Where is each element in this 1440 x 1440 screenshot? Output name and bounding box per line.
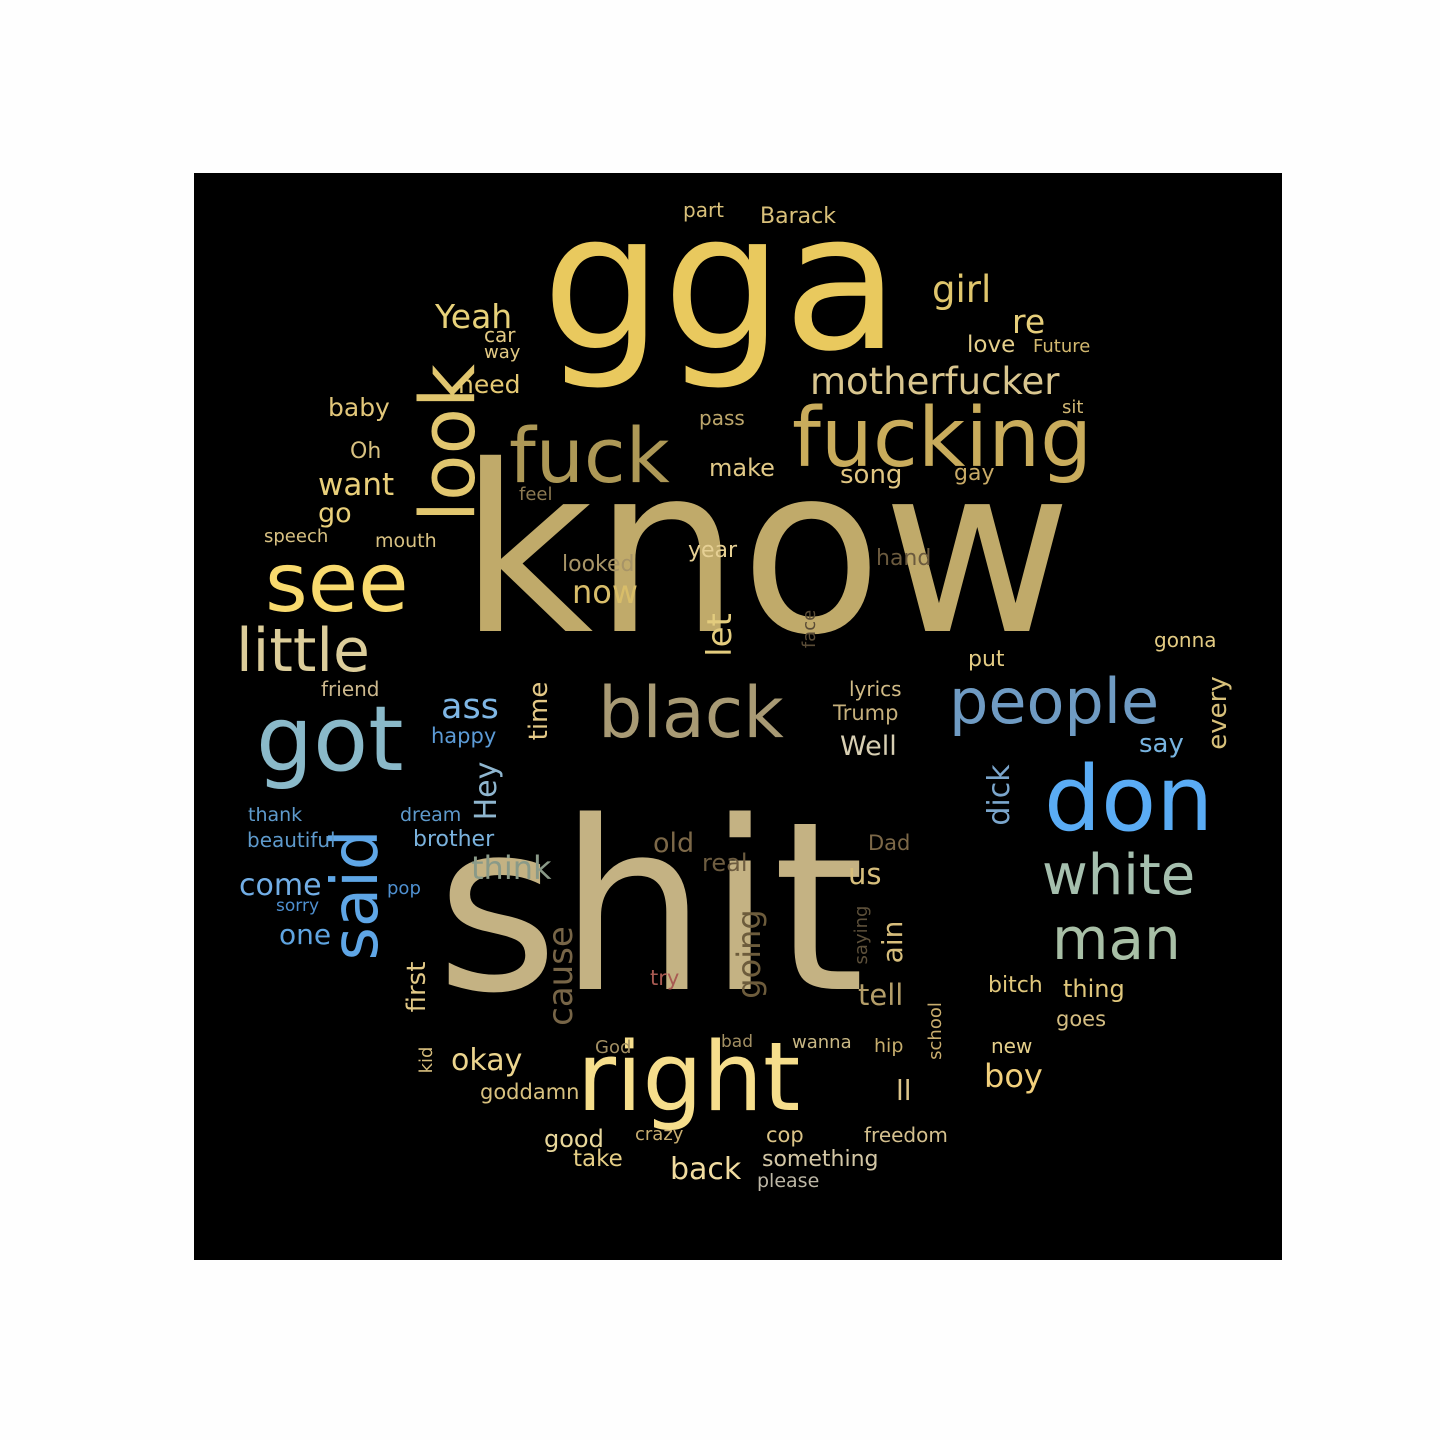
word-Well: Well bbox=[840, 731, 897, 762]
word-cause: cause bbox=[541, 926, 581, 1026]
word-gonna: gonna bbox=[1154, 628, 1217, 652]
word-say: say bbox=[1139, 729, 1184, 759]
word-every: every bbox=[1203, 676, 1233, 750]
word-dream: dream bbox=[400, 804, 462, 826]
word-think: think bbox=[471, 849, 552, 887]
word-thank: thank bbox=[248, 804, 303, 826]
word-little: little bbox=[236, 616, 370, 686]
word-please: please bbox=[757, 1170, 820, 1192]
word-black: black bbox=[598, 672, 784, 754]
word-brother: brother bbox=[413, 827, 495, 852]
word-hand: hand bbox=[876, 546, 932, 571]
word-put: put bbox=[968, 647, 1005, 672]
word-happy: happy bbox=[431, 724, 497, 748]
word-ass: ass bbox=[441, 687, 499, 727]
word-let: let bbox=[700, 613, 740, 657]
word-speech: speech bbox=[264, 526, 329, 547]
word-make: make bbox=[709, 454, 775, 482]
word-beautiful: beautiful bbox=[247, 828, 336, 852]
word-man: man bbox=[1052, 905, 1181, 973]
word-cloud-panel: know shit gga fucking fuck look see litt… bbox=[194, 173, 1282, 1260]
word-people: people bbox=[949, 665, 1160, 738]
word-fucking: fucking bbox=[792, 391, 1093, 486]
word-mouth: mouth bbox=[375, 530, 437, 552]
word-dick: dick bbox=[982, 764, 1017, 826]
word-face: face bbox=[799, 609, 820, 649]
word-back: back bbox=[670, 1152, 742, 1187]
word-real: real bbox=[702, 849, 748, 877]
word-don: don bbox=[1044, 747, 1214, 852]
word-bitch: bitch bbox=[988, 973, 1043, 998]
word-one: one bbox=[279, 918, 332, 951]
word-re: re bbox=[1012, 302, 1046, 341]
word-freedom: freedom bbox=[864, 1123, 948, 1147]
word-pop: pop bbox=[387, 878, 421, 899]
word-sorry: sorry bbox=[276, 896, 319, 916]
word-need: need bbox=[458, 370, 521, 399]
word-Trump: Trump bbox=[833, 701, 899, 725]
word-know: know bbox=[459, 416, 1073, 686]
word-now: now bbox=[572, 573, 639, 611]
word-want: want bbox=[318, 467, 395, 503]
word-bad: bad bbox=[721, 1032, 753, 1052]
word-new: new bbox=[991, 1034, 1033, 1058]
word-cop: cop bbox=[766, 1123, 804, 1147]
word-right: right bbox=[577, 1023, 801, 1133]
word-come: come bbox=[239, 868, 322, 903]
word-try: try bbox=[650, 966, 680, 990]
word-friend: friend bbox=[321, 677, 380, 701]
word-girl: girl bbox=[932, 268, 992, 311]
word-white: white bbox=[1042, 843, 1196, 908]
word-something: something bbox=[762, 1147, 879, 1172]
word-sit: sit bbox=[1062, 397, 1084, 418]
word-year: year bbox=[688, 538, 738, 563]
word-first: first bbox=[402, 961, 432, 1013]
word-thing: thing bbox=[1063, 975, 1125, 1003]
word-go: go bbox=[318, 498, 352, 529]
word-shit: shit bbox=[436, 772, 865, 1045]
word-saying: saying bbox=[851, 905, 872, 965]
word-gay: gay bbox=[954, 461, 995, 486]
word-looked: looked bbox=[562, 552, 635, 577]
word-goes: goes bbox=[1056, 1007, 1107, 1031]
word-Dad: Dad bbox=[868, 831, 911, 855]
word-wanna: wanna bbox=[792, 1032, 852, 1053]
word-motherfucker: motherfucker bbox=[810, 360, 1060, 403]
word-ll: ll bbox=[896, 1074, 912, 1107]
word-Future: Future bbox=[1033, 336, 1091, 357]
word-car: car bbox=[484, 323, 516, 347]
word-boy: boy bbox=[984, 1057, 1043, 1095]
word-us: us bbox=[848, 857, 882, 891]
word-going: going bbox=[730, 909, 768, 999]
word-good: good bbox=[544, 1125, 604, 1153]
word-fuck: fuck bbox=[509, 411, 670, 500]
word-lyrics: lyrics bbox=[849, 677, 902, 701]
word-hip: hip bbox=[874, 1035, 904, 1057]
word-take: take bbox=[573, 1146, 623, 1172]
word-way: way bbox=[484, 342, 521, 363]
word-part: part bbox=[683, 198, 725, 222]
word-Hey: Hey bbox=[469, 761, 504, 821]
word-goddamn: goddamn bbox=[480, 1080, 580, 1104]
word-Oh: Oh bbox=[350, 439, 382, 464]
word-time: time bbox=[524, 681, 554, 741]
word-gga: gga bbox=[542, 173, 900, 393]
word-feel: feel bbox=[519, 484, 553, 505]
word-tell: tell bbox=[858, 978, 904, 1012]
word-pass: pass bbox=[699, 406, 745, 430]
word-baby: baby bbox=[328, 393, 390, 422]
word-okay: okay bbox=[451, 1043, 523, 1078]
word-God: God bbox=[595, 1037, 632, 1058]
word-love: love bbox=[967, 332, 1016, 358]
word-crazy: crazy bbox=[635, 1124, 684, 1145]
word-Yeah: Yeah bbox=[435, 297, 513, 336]
word-see: see bbox=[265, 536, 409, 631]
word-old: old bbox=[653, 828, 695, 859]
word-song: song bbox=[840, 460, 903, 490]
word-school: school bbox=[925, 1002, 946, 1060]
word-Barack: Barack bbox=[760, 204, 836, 229]
word-kid: kid bbox=[416, 1046, 437, 1074]
word-ain: ain bbox=[876, 920, 909, 964]
word-got: got bbox=[256, 687, 404, 792]
